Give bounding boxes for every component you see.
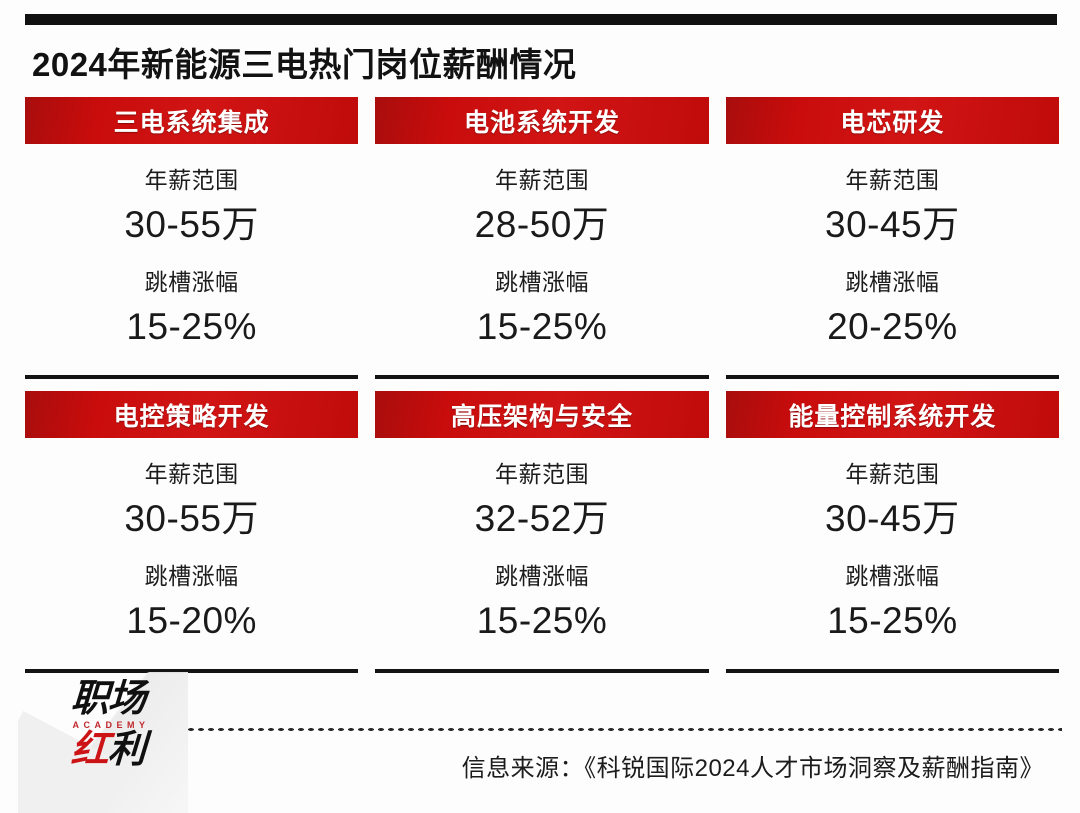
jump-increase-value: 15-25% (476, 305, 608, 347)
top-divider-rule (25, 14, 1057, 25)
salary-range-value: 32-52万 (474, 498, 610, 540)
salary-range-value: 30-55万 (124, 498, 259, 540)
salary-range-value: 30-55万 (124, 204, 259, 246)
logo-backdrop (18, 672, 188, 813)
job-card-title: 能量控制系统开发 (725, 391, 1059, 438)
job-card: 电池系统开发 年薪范围 28-50万 跳槽涨幅 15-25% (375, 97, 709, 379)
job-card-body: 年薪范围 30-45万 跳槽涨幅 20-25% (726, 144, 1059, 375)
salary-range-label: 年薪范围 (845, 461, 940, 487)
salary-range-value: 30-45万 (825, 498, 960, 540)
jump-increase-value: 15-25% (827, 599, 958, 641)
jump-increase-label: 跳槽涨幅 (494, 562, 589, 589)
job-card: 三电系统集成 年薪范围 30-55万 跳槽涨幅 15-25% (25, 97, 359, 379)
jump-increase-value: 15-20% (126, 599, 257, 641)
jump-increase-label: 跳槽涨幅 (144, 562, 239, 589)
job-card-title: 电芯研发 (725, 97, 1059, 144)
salary-range-label: 年薪范围 (144, 167, 239, 193)
jump-increase-label: 跳槽涨幅 (494, 268, 589, 295)
salary-range-label: 年薪范围 (144, 461, 239, 487)
job-card-body: 年薪范围 30-55万 跳槽涨幅 15-20% (25, 438, 358, 669)
jump-increase-value: 15-25% (126, 305, 257, 347)
salary-range-label: 年薪范围 (494, 461, 589, 487)
job-card-grid: 三电系统集成 年薪范围 30-55万 跳槽涨幅 15-25% 电池系统开发 年薪… (25, 97, 1059, 673)
jump-increase-value: 15-25% (476, 599, 608, 641)
salary-range-value: 28-50万 (474, 204, 610, 246)
job-card: 能量控制系统开发 年薪范围 30-45万 跳槽涨幅 15-25% (725, 391, 1059, 673)
job-card-title: 电池系统开发 (375, 97, 709, 144)
job-card-title: 三电系统集成 (25, 97, 359, 144)
logo-subtitle-text: ACADEMY (72, 720, 150, 730)
salary-range-label: 年薪范围 (845, 167, 940, 193)
jump-increase-label: 跳槽涨幅 (845, 268, 940, 295)
job-card-title: 高压架构与安全 (375, 391, 709, 438)
job-card-body: 年薪范围 28-50万 跳槽涨幅 15-25% (375, 144, 708, 375)
footer: 职场 ACADEMY 红利 (0, 668, 1080, 813)
job-card-body: 年薪范围 32-52万 跳槽涨幅 15-25% (375, 438, 708, 669)
job-card: 电芯研发 年薪范围 30-45万 跳槽涨幅 20-25% (725, 97, 1059, 379)
dotted-divider (186, 727, 1062, 732)
job-card-body: 年薪范围 30-55万 跳槽涨幅 15-25% (25, 144, 358, 375)
source-attribution: 信息来源：《科锐国际2024人才市场洞察及薪酬指南》 (461, 755, 1044, 782)
page-title: 2024年新能源三电热门岗位薪酬情况 (32, 46, 577, 83)
salary-range-label: 年薪范围 (494, 167, 589, 193)
jump-increase-label: 跳槽涨幅 (845, 562, 940, 589)
job-card-title: 电控策略开发 (25, 391, 359, 438)
job-card: 电控策略开发 年薪范围 30-55万 跳槽涨幅 15-20% (25, 391, 359, 673)
jump-increase-value: 20-25% (827, 305, 958, 347)
logo-top-text: 职场 (69, 678, 147, 720)
job-card: 高压架构与安全 年薪范围 32-52万 跳槽涨幅 15-25% (375, 391, 709, 673)
jump-increase-label: 跳槽涨幅 (144, 268, 239, 295)
job-card-body: 年薪范围 30-45万 跳槽涨幅 15-25% (726, 438, 1059, 669)
salary-range-value: 30-45万 (825, 204, 960, 246)
brand-logo: 职场 ACADEMY 红利 (52, 678, 164, 771)
